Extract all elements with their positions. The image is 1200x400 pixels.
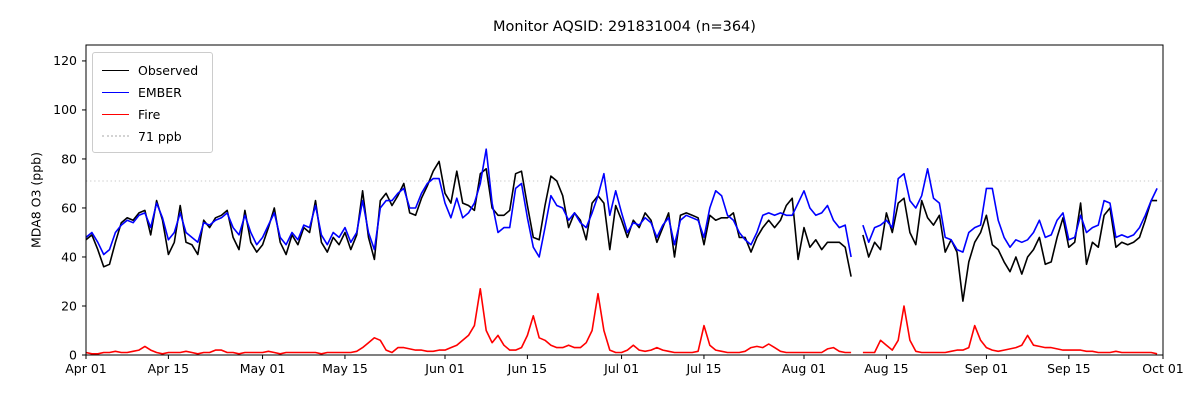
y-tick-label: 0 (69, 347, 77, 362)
ember-line-sample (102, 91, 129, 93)
y-tick-label: 20 (61, 298, 77, 313)
x-tick-label: May 01 (240, 361, 286, 376)
observed-series-line (862, 197, 1158, 302)
observed-line-sample (102, 69, 129, 71)
legend-label-fire: Fire (138, 106, 161, 122)
x-tick-label: Jul 01 (603, 361, 639, 376)
legend-label-threshold: 71 ppb (138, 128, 182, 144)
chart-title: Monitor AQSID: 291831004 (n=364) (493, 19, 756, 35)
x-tick-label: Aug 15 (864, 361, 908, 376)
ember-series-line (85, 148, 852, 258)
x-tick-label: Sep 01 (965, 361, 1008, 376)
y-tick-label: 60 (61, 200, 77, 215)
legend-label-observed: Observed (138, 62, 199, 78)
x-tick-label: Sep 15 (1047, 361, 1090, 376)
x-tick-label: May 15 (322, 361, 368, 376)
legend-item-ember: EMBER (102, 81, 202, 103)
x-tick-label: Jun 01 (424, 361, 464, 376)
y-tick-label: 40 (61, 249, 77, 264)
legend: Observed EMBER Fire 71 ppb (92, 52, 213, 153)
legend-item-threshold: 71 ppb (102, 125, 202, 147)
legend-item-observed: Observed (102, 59, 202, 81)
x-tick-label: Apr 01 (65, 361, 107, 376)
fire-series-line (85, 287, 852, 355)
x-tick-label: Aug 01 (782, 361, 826, 376)
observed-series-line (85, 160, 852, 277)
legend-label-ember: EMBER (138, 84, 182, 100)
x-tick-label: Jun 15 (507, 361, 547, 376)
y-tick-label: 120 (53, 53, 77, 68)
legend-item-fire: Fire (102, 103, 202, 125)
fire-series-line (862, 305, 1158, 355)
x-tick-label: Jul 15 (685, 361, 721, 376)
y-tick-label: 80 (61, 151, 77, 166)
x-tick-label: Oct 01 (1142, 361, 1184, 376)
axes-frame (85, 44, 1164, 356)
x-tick-label: Apr 15 (148, 361, 190, 376)
y-axis-label: MDA8 O3 (ppb) (28, 152, 44, 248)
y-tick-label: 100 (53, 102, 77, 117)
ember-series-line (862, 168, 1158, 253)
threshold-line-sample (102, 135, 129, 137)
fire-line-sample (102, 113, 129, 115)
